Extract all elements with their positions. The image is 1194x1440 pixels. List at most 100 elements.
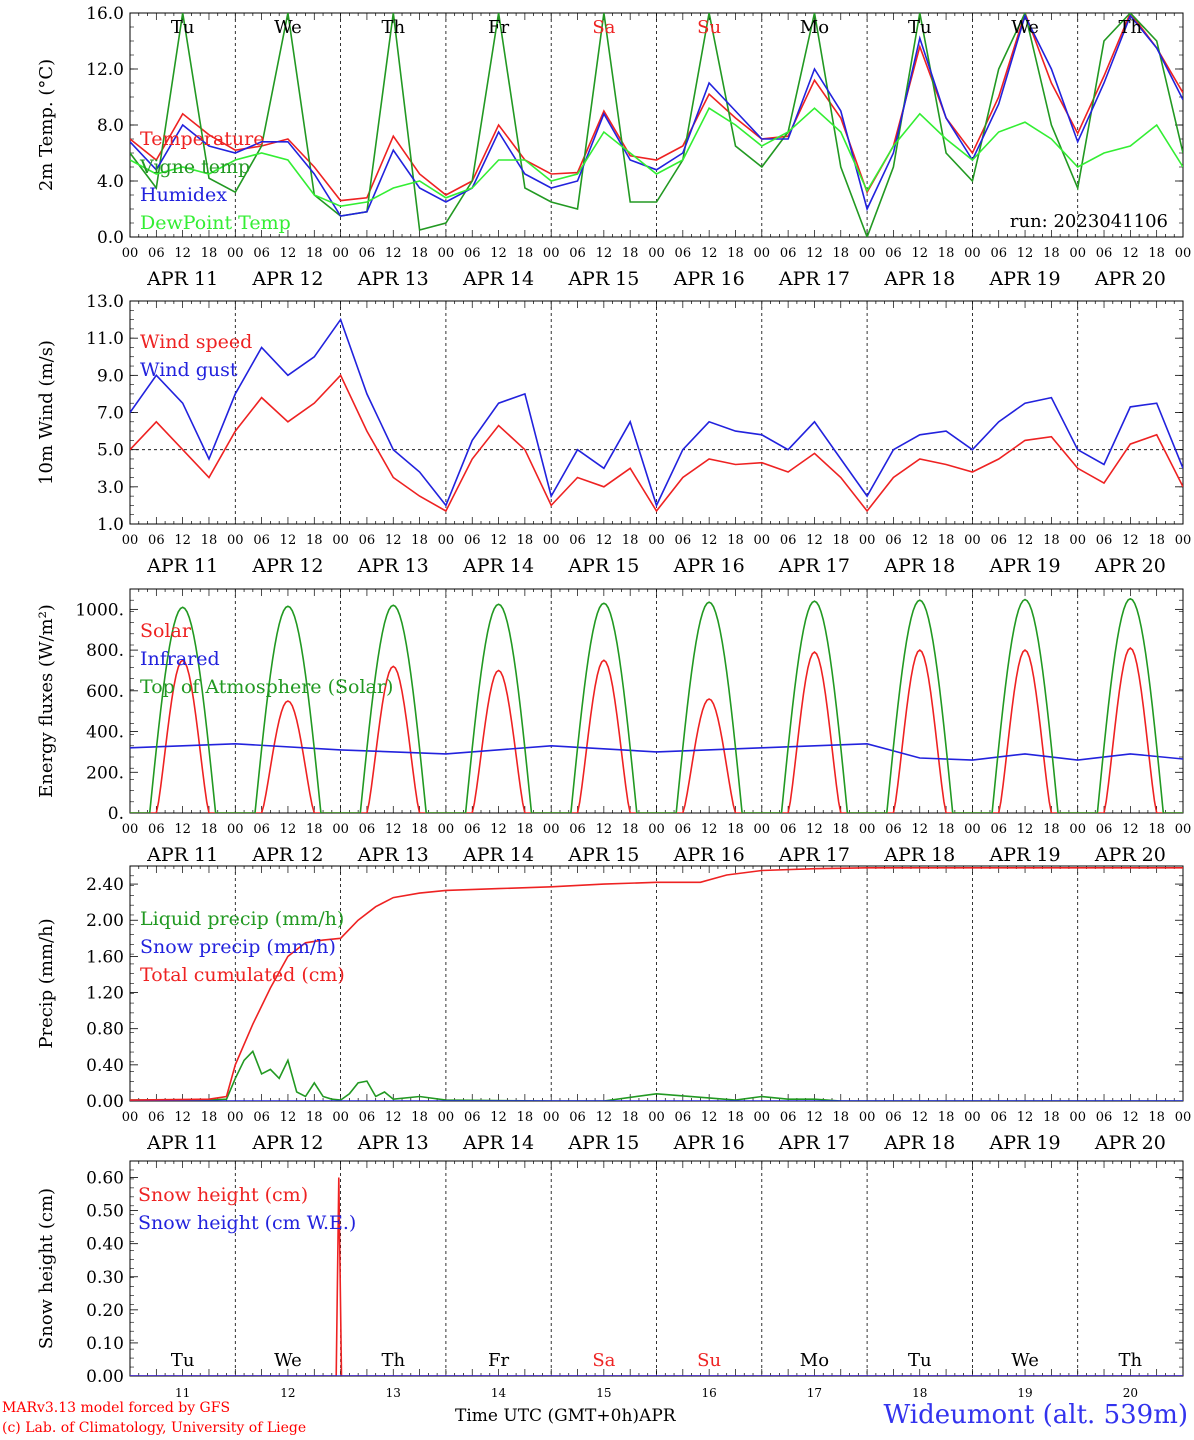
y-tick-label: 2.00 (86, 911, 124, 931)
weekday-label: Tu (171, 17, 195, 38)
x-hour-label: 00 (1175, 533, 1192, 548)
day-number-label: 15 (596, 1386, 611, 1400)
x-hour-label: 06 (464, 1110, 481, 1125)
legend-entry: Liquid precip (mm/h) (140, 908, 344, 930)
x-date-label: APR 12 (251, 844, 323, 866)
y-tick-label: 4.0 (97, 172, 124, 192)
series-line-precip-2 (130, 867, 1183, 1101)
y-tick-label: 0.30 (86, 1268, 124, 1288)
legend-entry: Snow height (cm) (138, 1184, 308, 1206)
x-hour-label: 06 (359, 246, 376, 261)
x-hour-label: 12 (911, 533, 928, 548)
x-hour-label: 18 (306, 1110, 323, 1125)
x-hour-label: 06 (990, 533, 1007, 548)
x-hour-label: 18 (306, 822, 323, 837)
x-hour-label: 12 (385, 246, 402, 261)
x-hour-label: 00 (122, 822, 139, 837)
x-hour-label: 06 (148, 533, 165, 548)
x-date-label: APR 11 (146, 1132, 218, 1154)
x-hour-label: 00 (648, 822, 665, 837)
x-hour-label: 06 (675, 822, 692, 837)
x-hour-label: 06 (885, 1110, 902, 1125)
legend-entry: Wind speed (140, 331, 252, 353)
x-hour-label: 00 (227, 1110, 244, 1125)
x-hour-label: 12 (701, 533, 718, 548)
y-tick-label: 1000. (75, 600, 124, 620)
series-group-wind (130, 317, 1183, 513)
x-hour-label: 00 (859, 1110, 876, 1125)
x-hour-label: 00 (648, 533, 665, 548)
x-hour-label: 12 (911, 246, 928, 261)
y-tick-label: 16.0 (86, 4, 124, 24)
x-hour-label: 06 (1096, 533, 1113, 548)
y-axis-label: 2m Temp. (°C) (36, 59, 57, 191)
x-hour-label: 18 (201, 533, 218, 548)
y-tick-label: 1.20 (86, 984, 124, 1004)
legend-entry: Total cumulated (cm) (140, 964, 345, 986)
x-hour-label: 00 (648, 246, 665, 261)
x-hour-label: 06 (464, 246, 481, 261)
y-tick-label: 1.60 (86, 947, 124, 967)
y-tick-label: 3.0 (97, 478, 124, 498)
legend-entry: Humidex (140, 184, 227, 206)
x-hour-label: 12 (280, 533, 297, 548)
x-date-label: APR 13 (357, 1132, 429, 1154)
x-hour-label: 18 (938, 1110, 955, 1125)
x-hour-label: 00 (648, 1110, 665, 1125)
series-line-wind-0 (130, 373, 1183, 513)
x-date-label: APR 11 (146, 844, 218, 866)
x-hour-label: 06 (780, 246, 797, 261)
x-hour-label: 06 (885, 533, 902, 548)
x-hour-label: 12 (596, 822, 613, 837)
x-hour-label: 12 (1017, 822, 1034, 837)
y-tick-label: 0. (108, 804, 124, 824)
series-group-energy (130, 597, 1183, 813)
x-hour-label: 12 (701, 822, 718, 837)
x-hour-label: 12 (280, 246, 297, 261)
x-hour-label: 18 (517, 1110, 534, 1125)
x-date-label: APR 12 (251, 268, 323, 290)
x-hour-label: 00 (754, 822, 771, 837)
x-hour-label: 18 (622, 246, 639, 261)
y-axis-label: Energy fluxes (W/m²) (36, 604, 57, 798)
day-number-label: 12 (280, 1386, 295, 1400)
x-date-label: APR 20 (1094, 268, 1166, 290)
y-tick-label: 8.0 (97, 116, 124, 136)
x-hour-label: 00 (438, 822, 455, 837)
x-date-label: APR 11 (146, 268, 218, 290)
x-hour-label: 18 (833, 533, 850, 548)
x-hour-label: 00 (543, 533, 560, 548)
x-hour-label: 12 (1017, 246, 1034, 261)
x-hour-label: 06 (569, 822, 586, 837)
x-hour-label: 18 (622, 1110, 639, 1125)
station-name: Wideumont (alt. 539m) (883, 1400, 1188, 1430)
x-date-label: APR 13 (357, 555, 429, 577)
x-hour-label: 06 (780, 533, 797, 548)
y-tick-label: 0.50 (86, 1202, 124, 1222)
x-hour-label: 12 (806, 246, 823, 261)
x-hour-label: 18 (1043, 1110, 1060, 1125)
x-hour-label: 06 (885, 822, 902, 837)
x-hour-label: 06 (253, 246, 270, 261)
series-line-temp-2 (130, 13, 1183, 217)
y-tick-label: 11.0 (86, 329, 124, 349)
x-hour-label: 06 (675, 246, 692, 261)
weekday-label: Su (697, 1350, 721, 1371)
credit-line-2: (c) Lab. of Climatology, University of L… (2, 1420, 307, 1436)
y-tick-label: 0.00 (86, 1367, 124, 1387)
x-hour-label: 18 (517, 822, 534, 837)
weekday-label: Tu (908, 1350, 932, 1371)
weekday-label: Th (1119, 1350, 1143, 1371)
series-line-precip-0 (130, 1049, 1183, 1101)
x-hour-label: 06 (359, 533, 376, 548)
x-date-label: APR 12 (251, 555, 323, 577)
x-hour-label: 12 (490, 246, 507, 261)
legend-entry: Snow height (cm W.E.) (138, 1212, 356, 1234)
y-tick-label: 0.40 (86, 1235, 124, 1255)
x-date-label: APR 15 (567, 555, 639, 577)
weekday-label: Mo (800, 17, 829, 38)
y-tick-label: 0.80 (86, 1020, 124, 1040)
x-hour-label: 00 (332, 246, 349, 261)
run-label: run: 2023041106 (1010, 211, 1168, 232)
legend-entry: Temperature (140, 128, 264, 150)
